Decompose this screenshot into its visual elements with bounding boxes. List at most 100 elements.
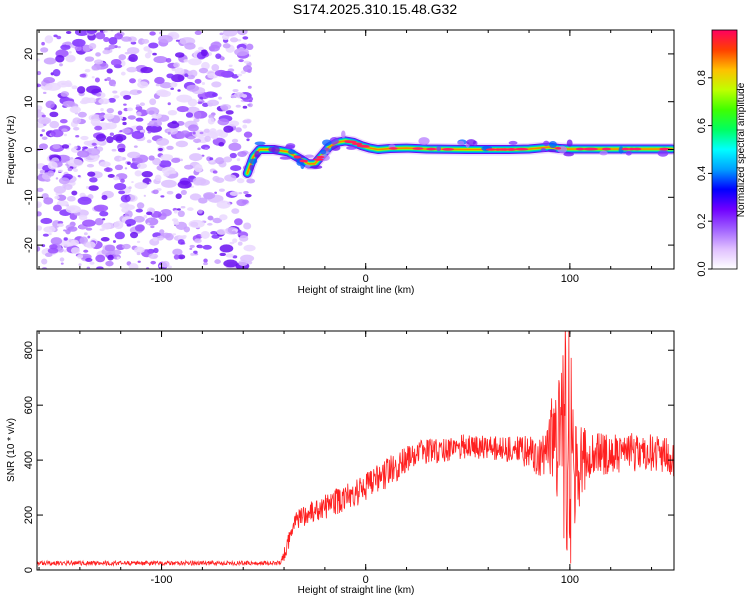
spectrogram-noise-blob (61, 144, 70, 149)
spectrogram-noise-blob (77, 196, 92, 205)
spectrogram-noise-blob (39, 169, 45, 174)
snr-xtick-label: -100 (151, 574, 173, 586)
spectrogram-noise-blob (189, 247, 193, 251)
spectrogram-noise-blob (41, 114, 46, 118)
spectrogram-noise-blob (229, 191, 239, 196)
spectrogram-noise-blob (235, 104, 241, 108)
spectrogram-noise-blob (91, 142, 97, 146)
spectrogram-noise-blob (70, 247, 81, 255)
spectrogram-noise-blob (94, 125, 103, 131)
spectrogram-noise-blob (47, 170, 55, 177)
spectrogram-noise-blob (144, 52, 151, 59)
spectrogram-noise-blob (134, 182, 148, 190)
spectrogram-noise-blob (159, 82, 173, 89)
spectrogram-noise-blob (75, 135, 80, 138)
spectrogram-noise-blob (247, 260, 253, 265)
spectrogram-noise-blob (148, 181, 152, 184)
spectrogram-noise-blob (136, 111, 142, 117)
spectrogram-noise-blob (49, 120, 60, 129)
spectrogram-noise-blob (203, 262, 208, 266)
spectrogram-noise-blob (126, 107, 134, 112)
spectrogram-noise-blob (146, 211, 153, 216)
spectrogram-noise-blob (173, 62, 180, 68)
spectrogram-noise-blob (113, 176, 120, 181)
spectrogram-noise-blob (95, 32, 106, 40)
spectrogram-noise-blob (151, 113, 162, 119)
spectrogram-noise-blob (99, 211, 109, 217)
spectrogram-noise-blob (160, 154, 174, 161)
spectrogram-noise-blob (126, 66, 138, 73)
spectrogram-noise-blob (107, 254, 114, 261)
spectrogram-noise-blob (111, 148, 117, 152)
snr-series-line (37, 331, 674, 567)
spectrogram-noise-blob (209, 157, 214, 161)
spectrogram-noise-blob (198, 197, 208, 204)
spectrogram-noise-blob (184, 42, 196, 50)
spectrogram-noise-blob (239, 235, 249, 242)
spectrogram-noise-blob (43, 77, 55, 84)
spectrogram-noise-blob (87, 235, 91, 239)
signal-track-blob (540, 148, 547, 152)
spectrogram-noise-blob (161, 166, 176, 175)
spectrogram-noise-blob (234, 218, 243, 226)
signal-track-peak (313, 158, 324, 161)
spectrogram-noise-blob (216, 200, 231, 209)
signal-track-peak (293, 155, 301, 159)
spectrogram-noise-blob (98, 98, 110, 105)
spectrogram-noise-blob (197, 46, 204, 51)
spectrogram-noise-blob (224, 174, 237, 182)
signal-track-peak (388, 147, 398, 150)
spectrogram-noise-blob (103, 167, 113, 173)
spectrogram-noise-blob (177, 235, 187, 240)
spectrogram-noise-blob (45, 100, 55, 109)
spectrogram-noise-blob (64, 41, 72, 46)
spectrogram-noise-blob (243, 190, 249, 195)
signal-track-blob (341, 130, 346, 139)
spectrogram-xtick-label: 100 (561, 273, 579, 285)
spectrogram-noise-blob (120, 178, 125, 183)
spectrogram-noise-blob (134, 170, 142, 177)
spectrogram-noise-blob (68, 50, 72, 54)
spectrogram-noise-blob (153, 247, 159, 254)
spectrogram-noise-blob (117, 147, 126, 153)
snr-xtick-label: 0 (363, 574, 369, 586)
spectrogram-noise-blob (63, 183, 73, 190)
signal-track-blob (466, 139, 477, 146)
spectrogram-noise-blob (121, 243, 131, 250)
signal-track-blob (288, 149, 296, 155)
snr-ytick-label: 800 (23, 341, 35, 359)
spectrogram-noise-blob (118, 54, 127, 61)
spectrogram-noise-blob (56, 35, 62, 40)
spectrogram-noise-blob (137, 260, 141, 263)
signal-track-peak (412, 147, 424, 150)
spectrogram-noise-blob (197, 101, 203, 105)
spectrogram-noise-blob (83, 232, 88, 236)
chart-title: S174.2025.310.15.48.G32 (293, 1, 457, 17)
spectrogram-noise-blob (56, 200, 69, 207)
spectrogram-noise-blob (166, 73, 174, 79)
spectrogram-noise-blob (107, 174, 115, 178)
spectrogram-noise-blob (95, 254, 106, 263)
spectrogram-noise-blob (72, 117, 82, 124)
snr-ytick-label: 0 (23, 567, 35, 573)
spectrogram-noise-blob (62, 100, 76, 108)
signal-track-blob (563, 152, 574, 157)
spectrogram-noise-blob (175, 140, 189, 148)
spectrogram-noise-blob (84, 68, 91, 73)
spectrogram-ytick-label: 0 (23, 146, 35, 152)
spectrogram-noise-blob (82, 219, 96, 227)
spectrogram-noise-blob (74, 145, 78, 150)
spectrogram-noise-blob (139, 129, 144, 133)
spectrogram-noise-blob (56, 194, 67, 201)
colorbar-tick-label: 0.6 (696, 118, 708, 133)
spectrogram-noise-blob (108, 37, 118, 45)
spectrogram-noise-blob (247, 103, 253, 108)
spectrogram-noise-blob (165, 57, 172, 63)
spectrogram-noise-blob (136, 162, 148, 169)
spectrogram-noise-blob (133, 145, 138, 148)
spectrogram-noise-blob (237, 151, 247, 158)
spectrogram-noise-blob (234, 48, 249, 57)
spectrogram-noise-blob (238, 59, 244, 63)
spectrogram-noise-blob (214, 69, 228, 77)
spectrogram-noise-blob (44, 82, 62, 91)
